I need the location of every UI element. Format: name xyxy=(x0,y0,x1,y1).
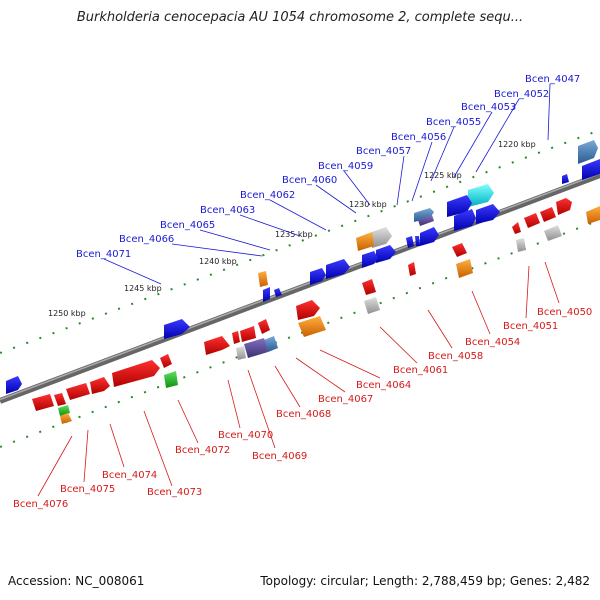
gene-arrow[interactable] xyxy=(372,227,392,248)
gene-label[interactable]: Bcen_4069 xyxy=(252,451,307,462)
gene-label[interactable]: Bcen_4051 xyxy=(503,321,558,332)
gene-label[interactable]: Bcen_4053 xyxy=(461,102,516,113)
gene-arrow[interactable] xyxy=(310,268,326,285)
gene-arrow[interactable] xyxy=(408,262,416,276)
gene-arrow[interactable] xyxy=(540,207,556,222)
scale-label: 1235 kbp xyxy=(275,230,313,239)
scale-label: 1250 kbp xyxy=(48,309,86,318)
gene-arrow[interactable] xyxy=(274,288,282,297)
gene-arrow[interactable] xyxy=(204,336,230,355)
gene-arrow[interactable] xyxy=(240,326,256,342)
gene-label[interactable]: Bcen_4071 xyxy=(76,249,131,260)
gene-arrow[interactable] xyxy=(524,213,540,228)
gene-arrow[interactable] xyxy=(54,393,66,406)
forward-genes xyxy=(6,140,600,394)
connector-lines xyxy=(37,261,560,497)
outer-scale-track xyxy=(0,129,600,354)
gene-label[interactable]: Bcen_4073 xyxy=(147,487,202,498)
gene-label[interactable]: Bcen_4055 xyxy=(426,117,481,128)
gene-arrow[interactable] xyxy=(418,215,434,226)
gene-arrow[interactable] xyxy=(476,204,500,224)
gene-label[interactable]: Bcen_4068 xyxy=(276,409,331,420)
gene-arrow[interactable] xyxy=(258,271,268,287)
gene-arrow[interactable] xyxy=(6,376,22,394)
gene-arrow[interactable] xyxy=(415,236,420,246)
gene-arrow[interactable] xyxy=(326,259,350,279)
gene-arrow[interactable] xyxy=(582,159,600,180)
gene-label[interactable]: Bcen_4066 xyxy=(119,234,174,245)
gene-arrow[interactable] xyxy=(236,346,246,360)
gene-label[interactable]: Bcen_4064 xyxy=(356,380,411,391)
gene-label[interactable]: Bcen_4065 xyxy=(160,220,215,231)
gene-label[interactable]: Bcen_4060 xyxy=(282,175,337,186)
gene-arrow[interactable] xyxy=(164,319,190,339)
gene-arrow[interactable] xyxy=(544,225,562,241)
gene-arrow[interactable] xyxy=(452,243,467,257)
gene-label[interactable]: Bcen_4058 xyxy=(428,351,483,362)
gene-label[interactable]: Bcen_4057 xyxy=(356,146,411,157)
gene-arrow[interactable] xyxy=(468,184,494,207)
gene-label[interactable]: Bcen_4063 xyxy=(200,205,255,216)
gene-label[interactable]: Bcen_4047 xyxy=(525,74,580,85)
gene-arrow[interactable] xyxy=(264,336,278,352)
gene-arrow[interactable] xyxy=(232,331,240,344)
gene-arrow[interactable] xyxy=(454,209,476,231)
gene-arrow[interactable] xyxy=(244,338,268,358)
gene-arrow[interactable] xyxy=(263,287,270,302)
gene-arrow[interactable] xyxy=(58,405,70,416)
gene-label[interactable]: Bcen_4067 xyxy=(318,394,373,405)
scale-label: 1220 kbp xyxy=(498,140,536,149)
gene-label[interactable]: Bcen_4074 xyxy=(102,470,157,481)
scale-label: 1240 kbp xyxy=(199,257,237,266)
gene-arrow[interactable] xyxy=(60,413,72,424)
map-title: Burkholderia cenocepacia AU 1054 chromos… xyxy=(76,10,524,25)
gene-label[interactable]: Bcen_4052 xyxy=(494,89,549,100)
gene-arrow[interactable] xyxy=(578,140,598,164)
gene-arrow[interactable] xyxy=(376,245,396,263)
gene-label[interactable]: Bcen_4059 xyxy=(318,161,373,172)
gene-label[interactable]: Bcen_4070 xyxy=(218,430,273,441)
topology-text: Topology: circular; Length: 2,788,459 bp… xyxy=(260,574,590,588)
gene-label[interactable]: Bcen_4050 xyxy=(537,307,592,318)
gene-label[interactable]: Bcen_4054 xyxy=(465,337,520,348)
gene-arrow[interactable] xyxy=(586,206,600,224)
gene-arrow[interactable] xyxy=(364,297,380,314)
gene-label[interactable]: Bcen_4072 xyxy=(175,445,230,456)
gene-label[interactable]: Bcen_4062 xyxy=(240,190,295,201)
gene-arrow[interactable] xyxy=(516,238,526,252)
gene-arrow[interactable] xyxy=(258,319,270,334)
connector-lines xyxy=(103,83,551,285)
gene-arrow[interactable] xyxy=(66,383,90,400)
gene-arrow[interactable] xyxy=(512,222,521,234)
gene-arrow[interactable] xyxy=(32,394,54,411)
scale-label: 1230 kbp xyxy=(349,200,387,209)
gene-arrow[interactable] xyxy=(362,279,376,295)
gene-arrow[interactable] xyxy=(298,316,326,337)
gene-label[interactable]: Bcen_4075 xyxy=(60,484,115,495)
gene-arrow[interactable] xyxy=(112,360,160,387)
gene-label[interactable]: Bcen_4056 xyxy=(391,132,446,143)
gene-arrow[interactable] xyxy=(164,371,178,388)
gene-arrow[interactable] xyxy=(456,259,473,278)
gene-label[interactable]: Bcen_4061 xyxy=(393,365,448,376)
gene-arrow[interactable] xyxy=(562,174,569,184)
gene-arrow[interactable] xyxy=(90,377,110,394)
reverse-genes xyxy=(32,198,600,424)
gene-arrow[interactable] xyxy=(420,227,439,246)
gene-arrow[interactable] xyxy=(356,232,374,251)
chromosome-backbone xyxy=(0,172,600,404)
scale-label: 1225 kbp xyxy=(424,171,462,180)
gene-arrow[interactable] xyxy=(406,236,414,248)
chromosome-backbone-highlight xyxy=(0,172,600,401)
gene-arrow[interactable] xyxy=(556,198,572,215)
gene-arrow[interactable] xyxy=(296,300,320,320)
gene-label[interactable]: Bcen_4076 xyxy=(13,499,68,510)
gene-arrow[interactable] xyxy=(160,354,172,368)
gene-arrow[interactable] xyxy=(414,208,434,222)
scale-label: 1245 kbp xyxy=(124,284,162,293)
accession-text: Accession: NC_008061 xyxy=(8,574,145,588)
gene-arrow[interactable] xyxy=(362,251,378,268)
